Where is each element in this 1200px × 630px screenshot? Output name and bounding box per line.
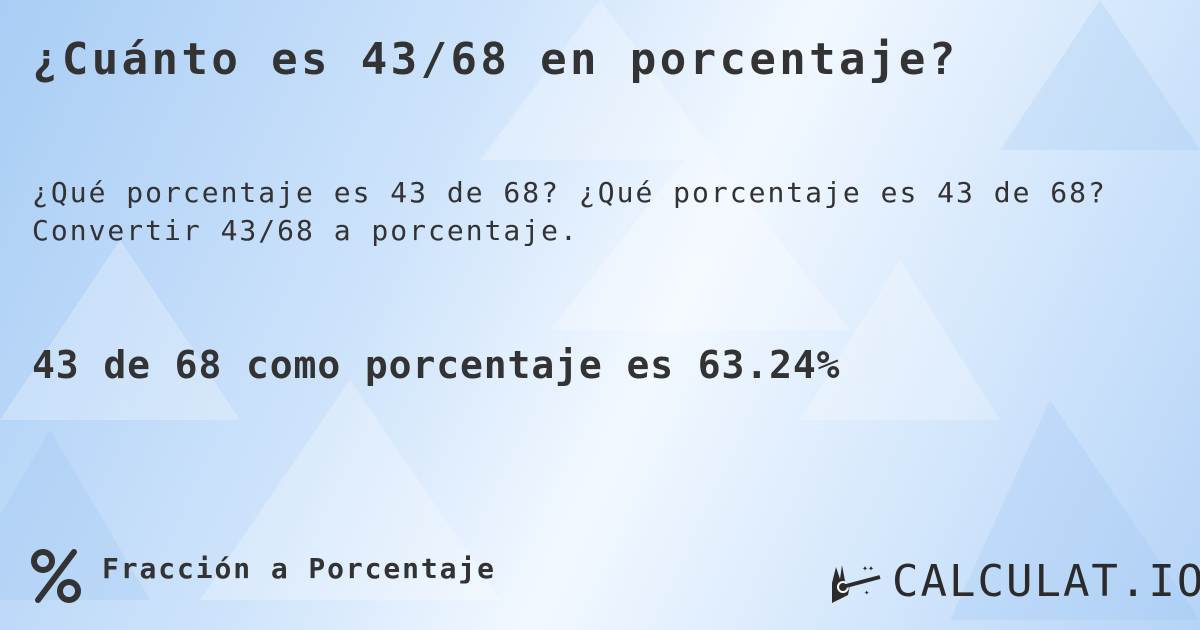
percent-icon (31, 549, 81, 603)
logo-text: CALCULAT.IO (892, 556, 1200, 607)
result-text: 43 de 68 como porcentaje es 63.24% (32, 343, 841, 387)
category-label: Fracción a Porcentaje (102, 552, 496, 585)
question-text-2: Convertir 43/68 a porcentaje. (32, 214, 579, 247)
magic-hand-icon: ✦✦ ✦ (832, 563, 881, 603)
svg-text:✦: ✦ (864, 588, 870, 598)
calculat-logo[interactable]: ✦✦ ✦ CALCULAT.IO (828, 556, 1200, 607)
page-title: ¿Cuánto es 43/68 en porcentaje? (32, 34, 959, 85)
svg-text:✦✦: ✦✦ (862, 563, 874, 574)
question-text: ¿Qué porcentaje es 43 de 68? ¿Qué porcen… (32, 176, 1107, 209)
